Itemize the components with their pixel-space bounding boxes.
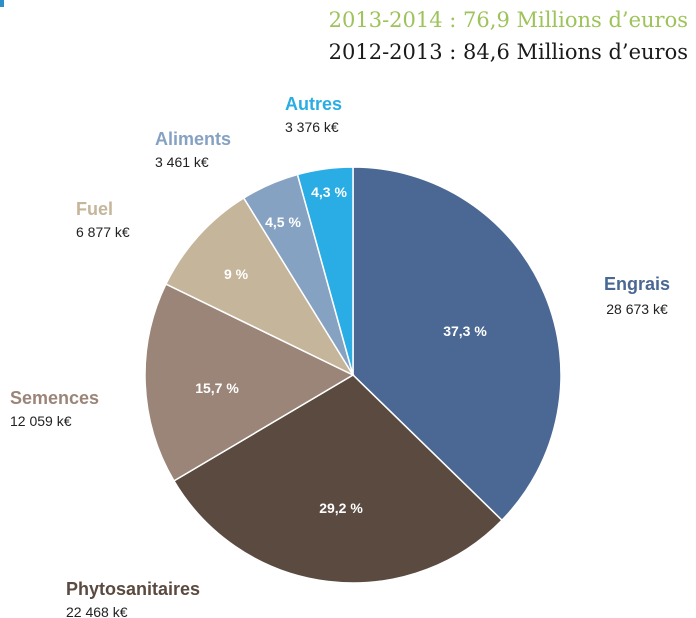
- pie-category-label-fuel: Fuel: [76, 199, 113, 219]
- pie-category-label-semences: Semences: [10, 388, 99, 408]
- header-current-year: 2013-2014 : 76,9 Millions d’euros: [328, 8, 688, 32]
- pie-percent-label-semences: 15,7 %: [195, 380, 239, 396]
- pie-slice-engrais: [352, 166, 562, 522]
- pie-slice-autres: [296, 166, 354, 376]
- pie-category-label-aliments: Aliments: [155, 129, 231, 149]
- pie-percent-label-aliments: 4,5 %: [265, 214, 301, 230]
- pie-slice-phytosanitaires: [172, 374, 503, 584]
- pie-slice-fuel: [164, 196, 355, 377]
- pie-value-label-engrais: 28 673 k€: [606, 301, 668, 317]
- pie-percent-label-fuel: 9 %: [224, 266, 249, 282]
- pie-percent-label-engrais: 37,3 %: [443, 323, 487, 339]
- pie-category-label-engrais: Engrais: [604, 274, 670, 294]
- pie-value-label-phytosanitaires: 22 468 k€: [66, 604, 128, 618]
- pie-value-label-autres: 3 376 k€: [285, 119, 339, 135]
- pie-slice-semences: [144, 283, 355, 482]
- pie-category-label-autres: Autres: [285, 94, 342, 114]
- pie-value-label-semences: 12 059 k€: [10, 413, 72, 429]
- corner-mark: [0, 0, 4, 7]
- pie-value-label-aliments: 3 461 k€: [155, 154, 209, 170]
- pie-percent-label-phytosanitaires: 29,2 %: [319, 500, 363, 516]
- header-previous-year: 2012-2013 : 84,6 Millions d’euros: [328, 40, 688, 64]
- pie-value-label-fuel: 6 877 k€: [76, 224, 130, 240]
- pie-category-label-phytosanitaires: Phytosanitaires: [66, 579, 200, 599]
- pie-percent-label-autres: 4,3 %: [311, 184, 347, 200]
